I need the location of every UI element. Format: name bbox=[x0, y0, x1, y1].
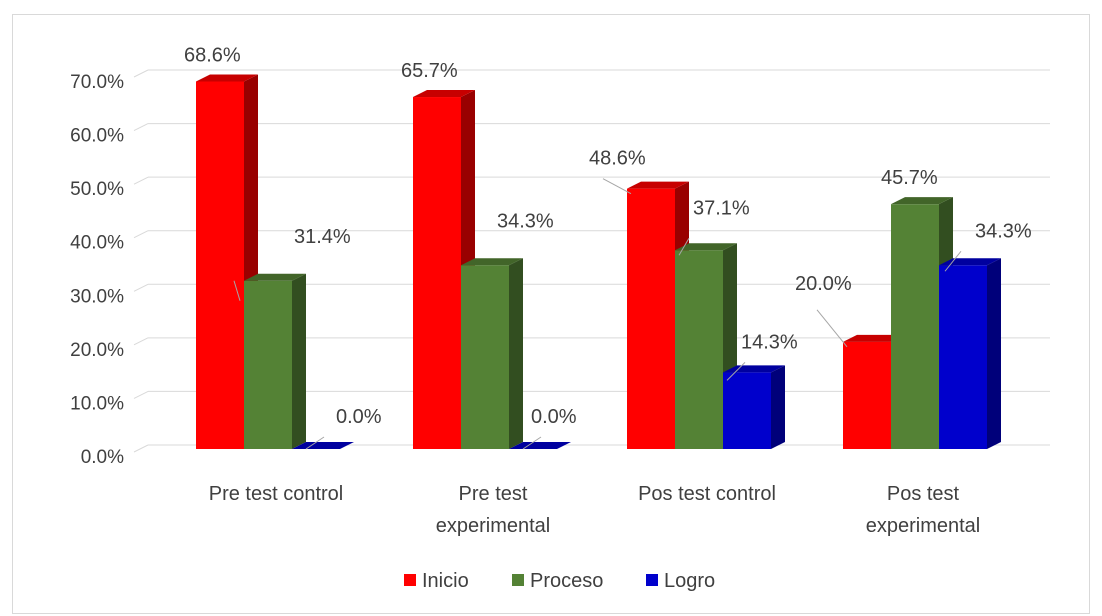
bar-top bbox=[509, 441, 571, 449]
bar-front bbox=[196, 81, 244, 449]
legend-item-proceso: Proceso bbox=[512, 570, 603, 592]
data-label: 14.3% bbox=[741, 331, 798, 353]
data-label: 34.3% bbox=[497, 210, 554, 232]
legend-swatch bbox=[404, 574, 416, 586]
gridline-diag bbox=[133, 390, 149, 399]
y-tick-label: 60.0% bbox=[70, 126, 124, 147]
x-category-label: Pos test bbox=[887, 483, 960, 505]
bar-proceso-3 bbox=[675, 243, 737, 449]
bar-logro-4 bbox=[939, 258, 1001, 449]
data-label: 48.6% bbox=[589, 148, 646, 170]
data-label: 34.3% bbox=[975, 220, 1032, 242]
bar-side bbox=[987, 258, 1001, 449]
data-label: 65.7% bbox=[401, 60, 458, 82]
gridline-diag bbox=[133, 123, 149, 132]
bar-proceso-1 bbox=[244, 273, 306, 449]
legend-label: Logro bbox=[664, 570, 715, 592]
gridline-diag bbox=[133, 337, 149, 346]
bar-top bbox=[675, 243, 737, 251]
leader-line bbox=[726, 362, 746, 381]
bar-top bbox=[244, 273, 306, 281]
legend-label: Proceso bbox=[530, 570, 603, 592]
bar-top bbox=[292, 441, 354, 449]
bar-top bbox=[843, 334, 905, 342]
x-category-label: Pos test control bbox=[638, 483, 776, 505]
legend: Inicio Proceso Logro bbox=[404, 570, 715, 592]
leader-line bbox=[522, 436, 542, 450]
bar-front bbox=[891, 204, 939, 449]
y-axis-ticks: 0.0% 10.0% 20.0% 30.0% 40.0% 50.0% 60.0% 70.0% bbox=[70, 72, 124, 468]
bar-logro-2 bbox=[509, 441, 571, 449]
bar-front bbox=[675, 250, 723, 449]
bar-top bbox=[627, 181, 689, 189]
bar-side bbox=[292, 273, 306, 449]
bar-top bbox=[723, 365, 785, 373]
x-category-label: experimental bbox=[436, 515, 551, 537]
y-tick-label: 0.0% bbox=[81, 447, 124, 468]
gridline-diag bbox=[133, 283, 149, 292]
gridline-diag bbox=[133, 176, 149, 185]
data-label: 68.6% bbox=[184, 45, 241, 67]
data-label: 45.7% bbox=[881, 167, 938, 189]
bar-front bbox=[843, 341, 891, 449]
bars bbox=[196, 74, 1001, 450]
leader-line bbox=[305, 436, 325, 450]
leader-line bbox=[816, 309, 848, 348]
gridline-diag bbox=[133, 444, 149, 453]
x-category-label: Pre test control bbox=[209, 483, 344, 505]
bar-side bbox=[771, 365, 785, 449]
y-tick-label: 70.0% bbox=[70, 72, 124, 93]
bar-proceso-2 bbox=[461, 258, 523, 449]
bar-top bbox=[891, 197, 953, 205]
data-label: 20.0% bbox=[795, 273, 852, 295]
bar-side bbox=[340, 441, 354, 449]
bar-side bbox=[557, 441, 571, 449]
data-label: 31.4% bbox=[294, 226, 351, 248]
bar-logro-3 bbox=[723, 365, 785, 449]
leader-line bbox=[944, 250, 962, 272]
legend-label: Inicio bbox=[422, 570, 469, 592]
bar-front bbox=[461, 265, 509, 449]
bar-top bbox=[461, 258, 523, 266]
leader-line bbox=[602, 178, 632, 195]
leader-line bbox=[233, 280, 241, 301]
x-axis-categories: Pre test control Pre test experimental Pos … bbox=[209, 483, 981, 537]
y-tick-label: 40.0% bbox=[70, 233, 124, 254]
legend-swatch bbox=[512, 574, 524, 586]
gridline-diag bbox=[133, 230, 149, 239]
x-category-label: experimental bbox=[866, 515, 981, 537]
bar-front bbox=[627, 188, 675, 449]
bar-top bbox=[196, 74, 258, 82]
y-tick-label: 30.0% bbox=[70, 286, 124, 307]
bar-front bbox=[244, 280, 292, 449]
legend-item-inicio: Inicio bbox=[404, 570, 469, 592]
bar-front bbox=[413, 97, 461, 450]
legend-swatch bbox=[646, 574, 658, 586]
bar-front bbox=[723, 372, 771, 449]
y-tick-label: 50.0% bbox=[70, 179, 124, 200]
y-tick-label: 20.0% bbox=[70, 340, 124, 361]
data-label: 37.1% bbox=[693, 197, 750, 219]
leader-line bbox=[678, 237, 690, 256]
legend-item-logro: Logro bbox=[646, 570, 715, 592]
bar-front bbox=[939, 265, 987, 449]
leader-lines bbox=[233, 178, 962, 450]
data-label: 0.0% bbox=[336, 406, 382, 428]
gridline-diag bbox=[133, 69, 149, 78]
bar-top bbox=[413, 90, 475, 98]
bar-side bbox=[509, 258, 523, 449]
data-label: 0.0% bbox=[531, 406, 577, 428]
bar-logro-1 bbox=[292, 441, 354, 449]
y-tick-label: 10.0% bbox=[70, 393, 124, 414]
data-labels: 68.6% 31.4% 0.0% 65.7% 34.3% 0.0% 48.6% 37.1% 14… bbox=[184, 45, 1032, 428]
x-category-label: Pre test bbox=[459, 483, 528, 505]
